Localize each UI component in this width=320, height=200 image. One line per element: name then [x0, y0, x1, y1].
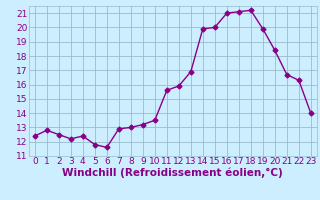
X-axis label: Windchill (Refroidissement éolien,°C): Windchill (Refroidissement éolien,°C): [62, 168, 283, 178]
